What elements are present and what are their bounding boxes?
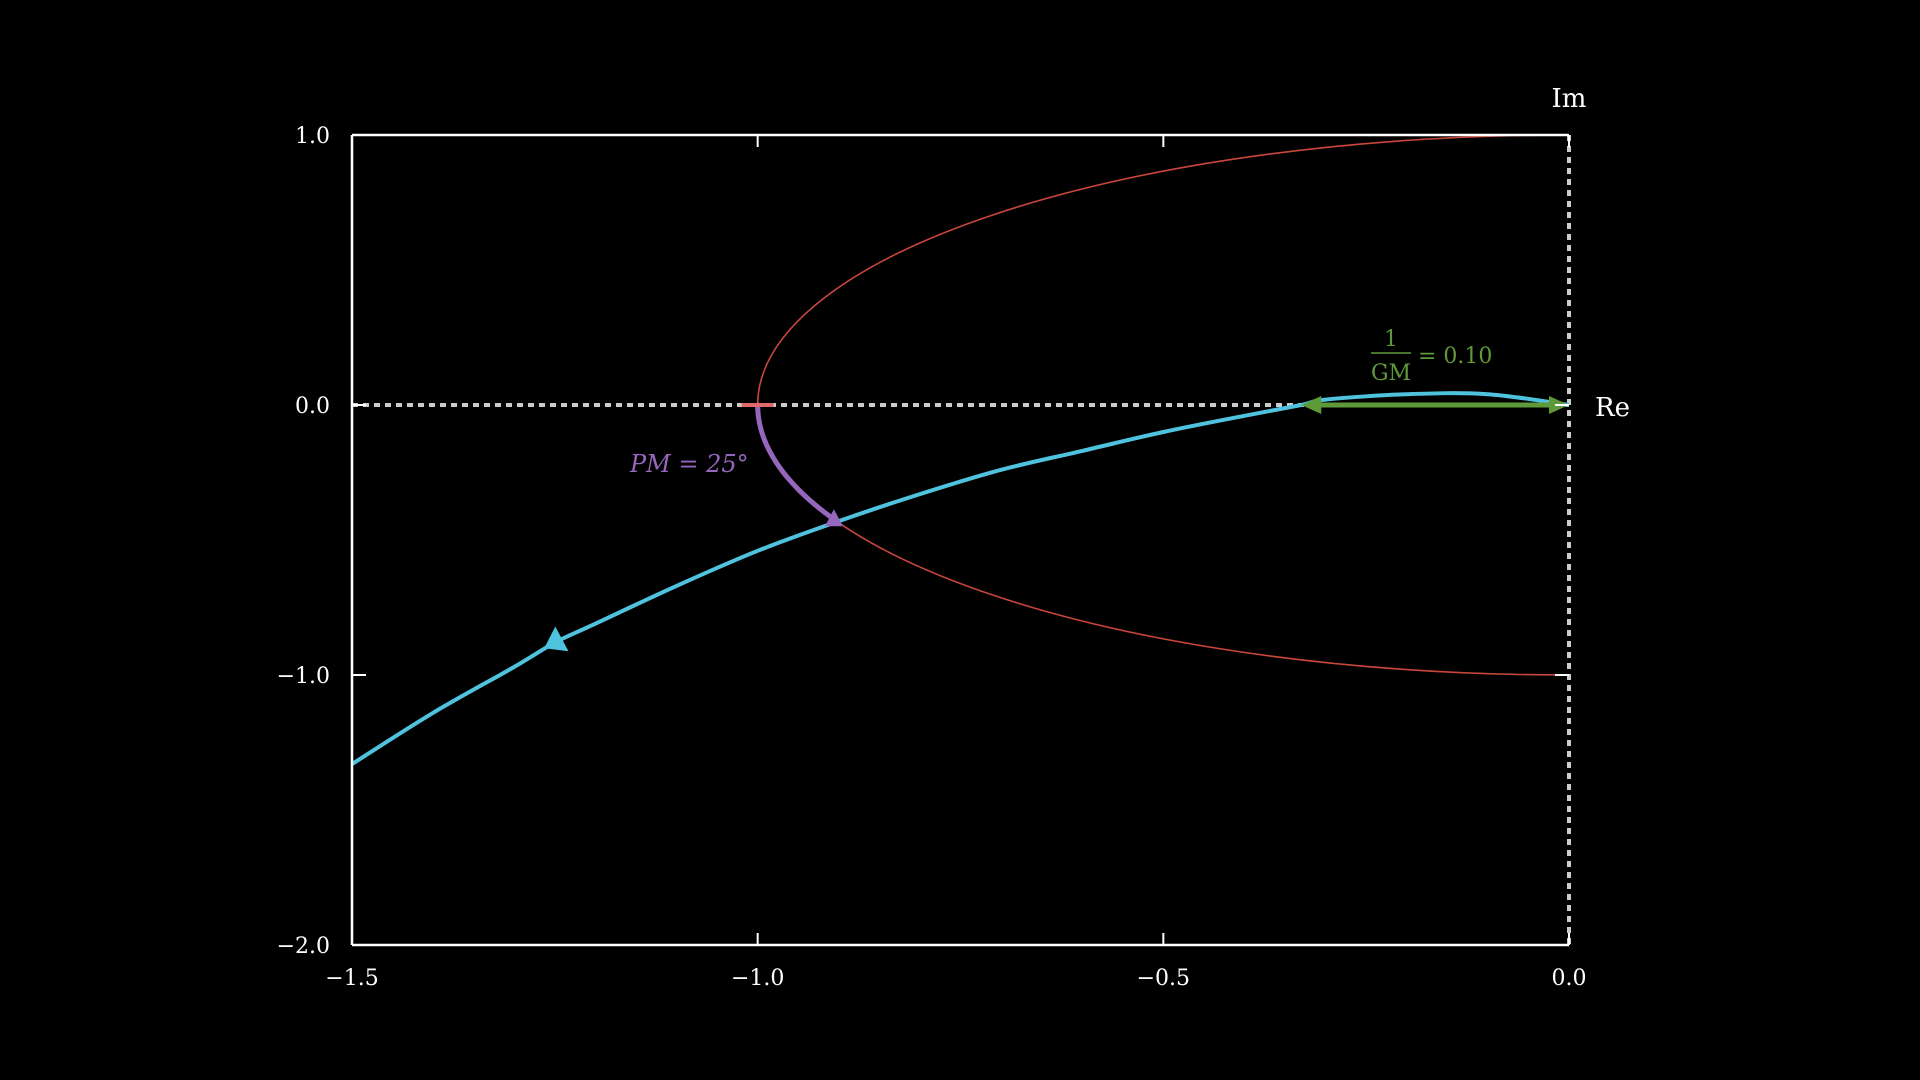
phase-margin-arc [755,402,837,522]
nyquist-direction-arrow [544,626,569,652]
x-tick-label: −1.5 [325,966,378,991]
phase-margin-label: PM = 25° [629,450,749,478]
x-tick-label: 0.0 [1552,966,1587,991]
y-axis-label: Im [1552,84,1587,114]
x-tick-label: −1.0 [731,966,784,991]
curves [352,135,1569,767]
y-tick-label: −2.0 [277,934,330,959]
gain-margin-denominator: GM [1371,361,1411,386]
x-tick-label: −0.5 [1137,966,1190,991]
gain-margin-numerator: 1 [1384,327,1398,352]
phase-margin-marker [824,509,843,527]
gain-margin-value: = 0.10 [1418,344,1492,369]
reference-lines [352,135,1571,945]
y-tick-label: 1.0 [295,124,330,149]
y-tick-label: −1.0 [277,664,330,689]
y-tick-label: 0.0 [295,394,330,419]
tick-labels: −1.5 −1.0 −0.5 0.0 1.0 0.0 −1.0 −2.0 Re Im [277,84,1630,991]
annotations: PM = 25° 1 GM = 0.10 [544,327,1569,652]
nyquist-curve [352,391,1569,767]
gain-margin-arrow-left [1301,396,1322,414]
axes [350,133,1570,947]
x-axis-label: Re [1595,393,1630,423]
